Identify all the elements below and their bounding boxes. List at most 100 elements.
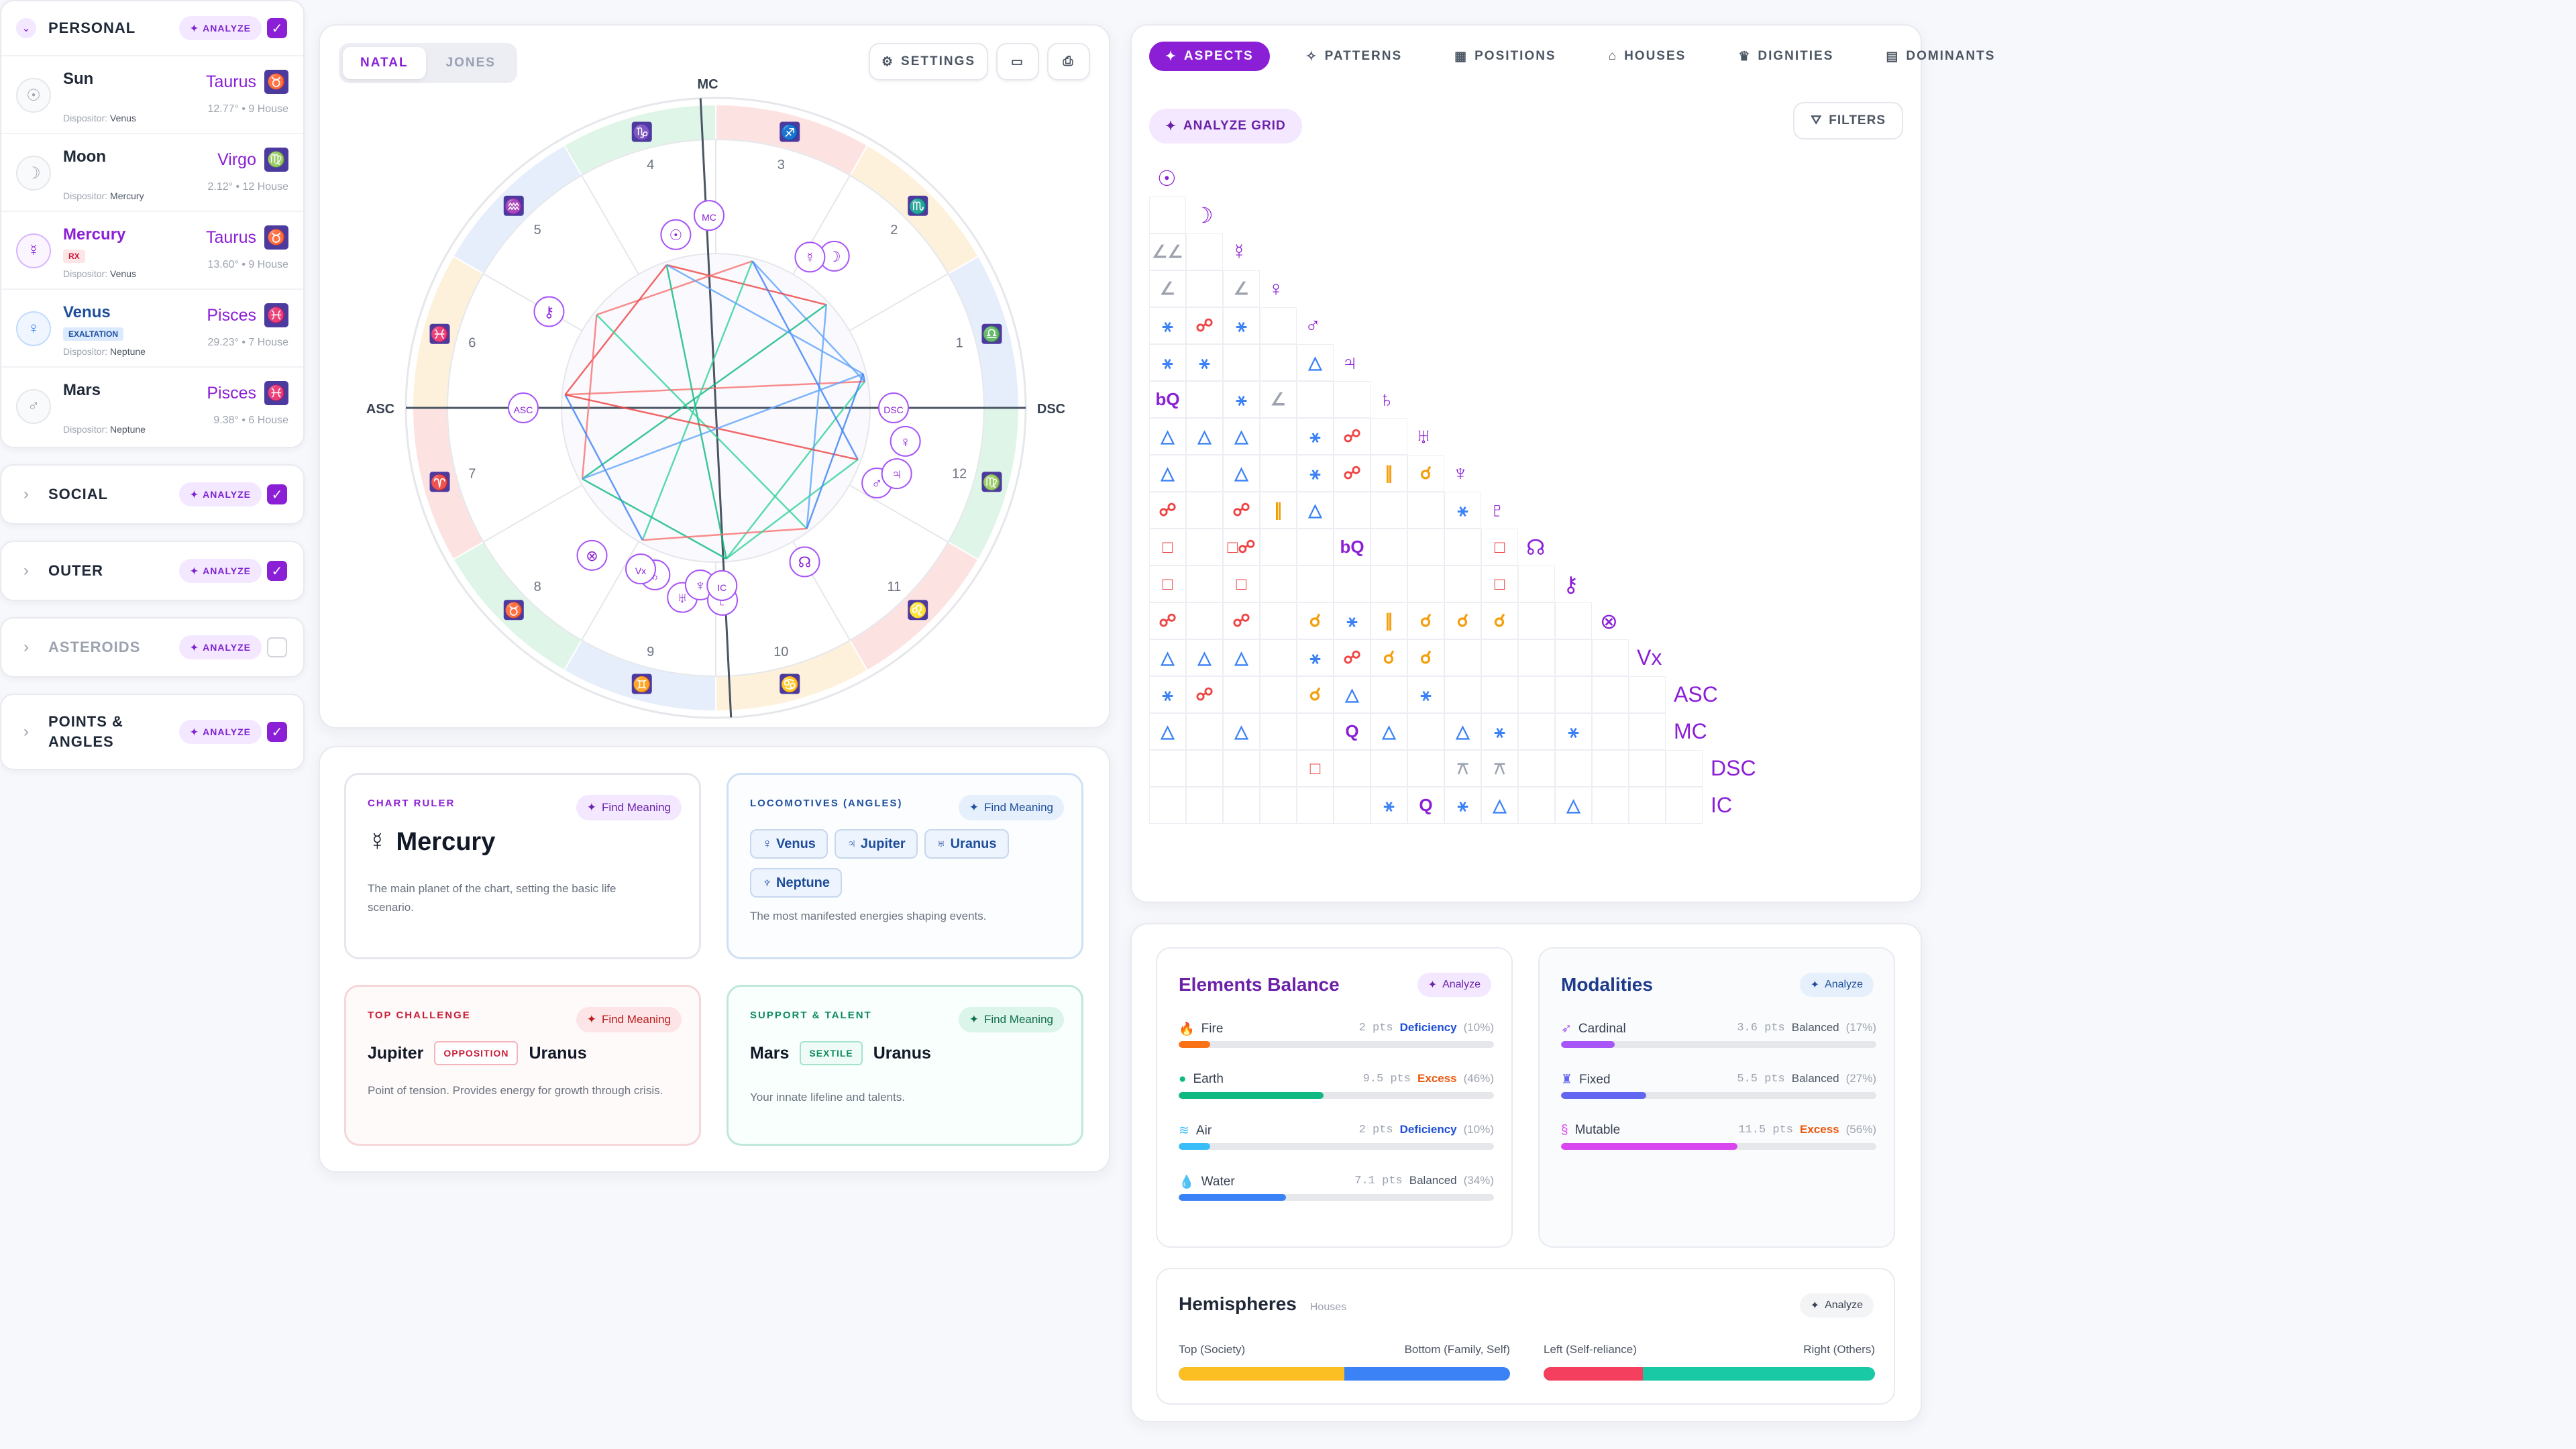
aspect-cell[interactable]: [1518, 602, 1555, 639]
aspect-cell[interactable]: ⚹: [1223, 381, 1260, 418]
aspect-cell[interactable]: [1407, 529, 1444, 566]
aspect-cell[interactable]: [1407, 750, 1444, 787]
analyze-modalities-button[interactable]: ✦ Analyze: [1799, 973, 1874, 997]
aspect-cell[interactable]: △: [1223, 639, 1260, 676]
aspect-cell[interactable]: [1186, 233, 1223, 270]
aspect-cell[interactable]: △: [1223, 418, 1260, 455]
aspect-cell[interactable]: ⚹: [1149, 307, 1186, 344]
aspect-cell[interactable]: ⚹: [1444, 492, 1481, 529]
aspect-cell[interactable]: ⚹: [1407, 676, 1444, 713]
aspect-cell[interactable]: ☌: [1407, 602, 1444, 639]
aspect-cell[interactable]: [1260, 566, 1297, 602]
aspect-cell[interactable]: [1481, 639, 1518, 676]
aspect-cell[interactable]: △: [1444, 713, 1481, 750]
aspect-cell[interactable]: ∥: [1260, 492, 1297, 529]
aspect-cell[interactable]: [1407, 566, 1444, 602]
group-header[interactable]: › SOCIAL ✦ ANALYZE ✓: [1, 466, 303, 523]
aspect-cell[interactable]: ⚹: [1444, 787, 1481, 824]
aspect-cell[interactable]: ⚹: [1297, 639, 1334, 676]
aspect-cell[interactable]: ∠: [1149, 270, 1186, 307]
aspect-cell[interactable]: □: [1481, 529, 1518, 566]
aspect-cell[interactable]: Q: [1334, 713, 1371, 750]
aspect-cell[interactable]: [1260, 307, 1297, 344]
chevron-right-icon[interactable]: ›: [23, 638, 29, 656]
planet-row[interactable]: ☉ Sun Taurus ♉ Dispositor: Venus 12.77° • 9 H…: [1, 55, 303, 133]
aspect-cell[interactable]: [1592, 676, 1629, 713]
aspect-cell[interactable]: □: [1481, 566, 1518, 602]
aspect-cell[interactable]: [1444, 639, 1481, 676]
analyze-group-button[interactable]: ✦ ANALYZE: [179, 559, 262, 583]
aspect-cell[interactable]: ⚹: [1186, 344, 1223, 381]
locomotive-pill[interactable]: ♀ Venus: [750, 829, 828, 859]
aspect-cell[interactable]: [1629, 713, 1666, 750]
analyze-group-button[interactable]: ✦ ANALYZE: [179, 720, 262, 744]
aspect-cell[interactable]: □: [1149, 529, 1186, 566]
aspect-cell[interactable]: [1518, 787, 1555, 824]
aspect-cell[interactable]: Q: [1407, 787, 1444, 824]
aspect-cell[interactable]: [1149, 750, 1186, 787]
tab-dominants[interactable]: ▤ DOMINANTS: [1870, 42, 2011, 71]
aspect-cell[interactable]: [1407, 713, 1444, 750]
aspect-cell[interactable]: □: [1223, 566, 1260, 602]
analyze-grid-button[interactable]: ✦ ANALYZE GRID: [1149, 109, 1302, 144]
aspect-cell[interactable]: [1223, 676, 1260, 713]
chevron-right-icon[interactable]: ›: [23, 722, 29, 741]
aspect-cell[interactable]: [1223, 750, 1260, 787]
aspect-cell[interactable]: ∥: [1371, 602, 1407, 639]
aspect-cell[interactable]: [1444, 566, 1481, 602]
aspect-cell[interactable]: [1297, 713, 1334, 750]
tab-positions[interactable]: ▦ POSITIONS: [1438, 42, 1572, 71]
aspect-cell[interactable]: △: [1186, 639, 1223, 676]
calendar-button[interactable]: ▭: [996, 43, 1039, 80]
aspect-cell[interactable]: ☌: [1297, 676, 1334, 713]
aspect-cell[interactable]: ⚻: [1481, 750, 1518, 787]
analyze-elements-button[interactable]: ✦ Analyze: [1417, 973, 1491, 997]
planet-row[interactable]: ♀ Venus EXALTATION Pisces ♓ Dispositor: Neptu…: [1, 288, 303, 366]
aspect-cell[interactable]: [1186, 566, 1223, 602]
aspect-cell[interactable]: △: [1149, 455, 1186, 492]
aspect-cell[interactable]: [1518, 639, 1555, 676]
aspect-cell[interactable]: [1666, 787, 1703, 824]
aspect-cell[interactable]: [1186, 270, 1223, 307]
aspect-cell[interactable]: [1371, 566, 1407, 602]
group-checkbox[interactable]: [267, 637, 287, 657]
aspect-cell[interactable]: ∠: [1260, 381, 1297, 418]
group-header[interactable]: › OUTER ✦ ANALYZE ✓: [1, 542, 303, 600]
group-checkbox[interactable]: ✓: [267, 484, 287, 504]
aspect-cell[interactable]: [1297, 566, 1334, 602]
aspect-cell[interactable]: [1592, 639, 1629, 676]
settings-button[interactable]: ⚙ SETTINGS: [869, 43, 988, 80]
aspect-cell[interactable]: □: [1297, 750, 1334, 787]
aspect-cell[interactable]: [1186, 750, 1223, 787]
aspect-cell[interactable]: △: [1371, 713, 1407, 750]
aspect-cell[interactable]: ☌: [1407, 455, 1444, 492]
aspect-cell[interactable]: □: [1149, 566, 1186, 602]
aspect-cell[interactable]: [1297, 787, 1334, 824]
aspect-cell[interactable]: ∠∠: [1149, 233, 1186, 270]
aspect-cell[interactable]: ☌: [1407, 639, 1444, 676]
find-meaning-button[interactable]: ✦ Find Meaning: [576, 1007, 682, 1032]
personal-header[interactable]: ⌄ PERSONAL ✦ ANALYZE ✓: [1, 1, 303, 55]
aspect-cell[interactable]: ∥: [1371, 455, 1407, 492]
aspect-cell[interactable]: [1334, 492, 1371, 529]
group-checkbox[interactable]: ✓: [267, 722, 287, 742]
aspect-cell[interactable]: [1629, 676, 1666, 713]
aspect-cell[interactable]: △: [1334, 676, 1371, 713]
aspect-cell[interactable]: [1260, 455, 1297, 492]
planet-row[interactable]: ☽ Moon Virgo ♍ Dispositor: Mercury 2.12° • 12…: [1, 133, 303, 211]
aspect-cell[interactable]: ⚹: [1371, 787, 1407, 824]
aspect-cell[interactable]: [1518, 713, 1555, 750]
aspect-cell[interactable]: ⚹: [1297, 455, 1334, 492]
aspect-cell[interactable]: ☌: [1297, 602, 1334, 639]
aspect-cell[interactable]: [1334, 750, 1371, 787]
aspect-cell[interactable]: △: [1223, 455, 1260, 492]
tab-patterns[interactable]: ✧ PATTERNS: [1290, 42, 1419, 71]
aspect-cell[interactable]: [1444, 676, 1481, 713]
aspect-cell[interactable]: ☍: [1334, 418, 1371, 455]
aspect-cell[interactable]: [1371, 676, 1407, 713]
aspect-cell[interactable]: □☍: [1223, 529, 1260, 566]
aspect-cell[interactable]: [1334, 566, 1371, 602]
aspect-cell[interactable]: [1260, 639, 1297, 676]
aspect-cell[interactable]: [1592, 787, 1629, 824]
aspect-cell[interactable]: [1371, 750, 1407, 787]
